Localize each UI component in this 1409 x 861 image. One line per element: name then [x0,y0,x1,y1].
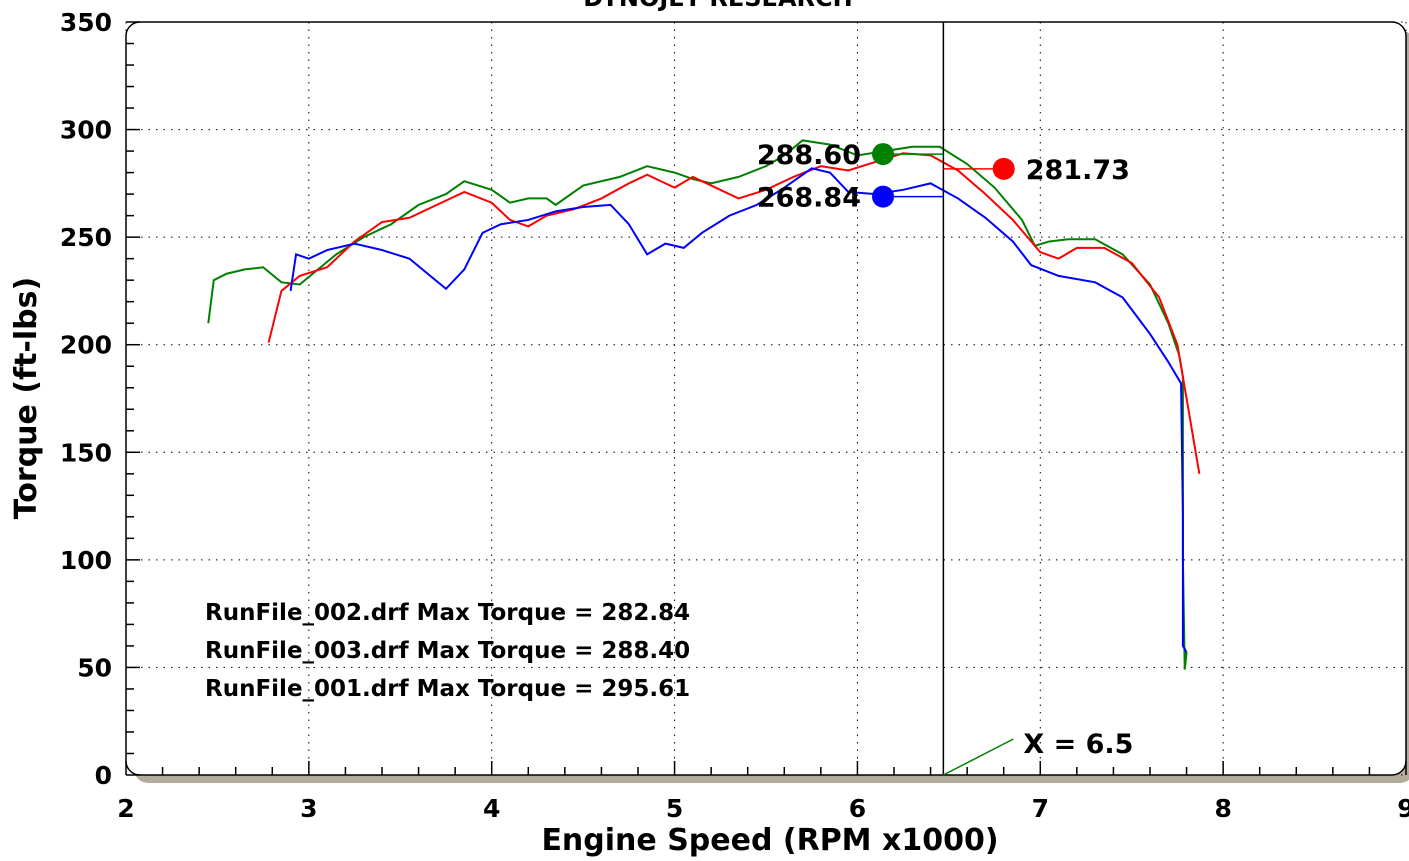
y-tick-label: 350 [60,8,112,37]
marker-label: 268.84 [757,183,861,214]
annotation: RunFile_001.drf Max Torque = 295.61 [205,676,690,702]
marker [992,157,1015,180]
x-tick-label: 3 [300,794,317,823]
marker-label: 288.60 [757,140,861,171]
marker-label: 281.73 [1026,155,1130,186]
marker [872,143,895,166]
x-axis-label: Engine Speed (RPM x1000) [541,823,998,858]
cursor-pointer [943,738,1014,776]
y-axis-label: Torque (ft-lbs) [9,277,44,519]
x-tick-label: 6 [849,794,866,823]
line-series [207,139,1188,670]
y-tick-label: 200 [60,331,112,360]
y-tick-label: 100 [60,546,112,575]
y-tick-label: 150 [60,438,112,467]
y-tick-label: 0 [95,761,112,790]
line-series [267,152,1201,474]
x-tick-label: 7 [1032,794,1049,823]
x-tick-label: 5 [666,794,683,823]
x-tick-label: 9 [1397,794,1409,823]
annotation: RunFile_003.drf Max Torque = 288.40 [205,638,690,664]
x-tick-label: 4 [483,794,500,823]
y-tick-label: 50 [77,653,112,682]
line-series [289,167,1188,653]
cursor-label: X = 6.5 [1023,729,1133,760]
annotation: RunFile_002.drf Max Torque = 282.84 [205,600,690,626]
chart-title: DYNOJET RESEARCH [583,0,852,12]
x-tick-label: 2 [117,794,134,823]
marker [872,185,895,208]
y-tick-label: 250 [60,223,112,252]
y-tick-label: 300 [60,116,112,145]
x-tick-label: 8 [1214,794,1231,823]
